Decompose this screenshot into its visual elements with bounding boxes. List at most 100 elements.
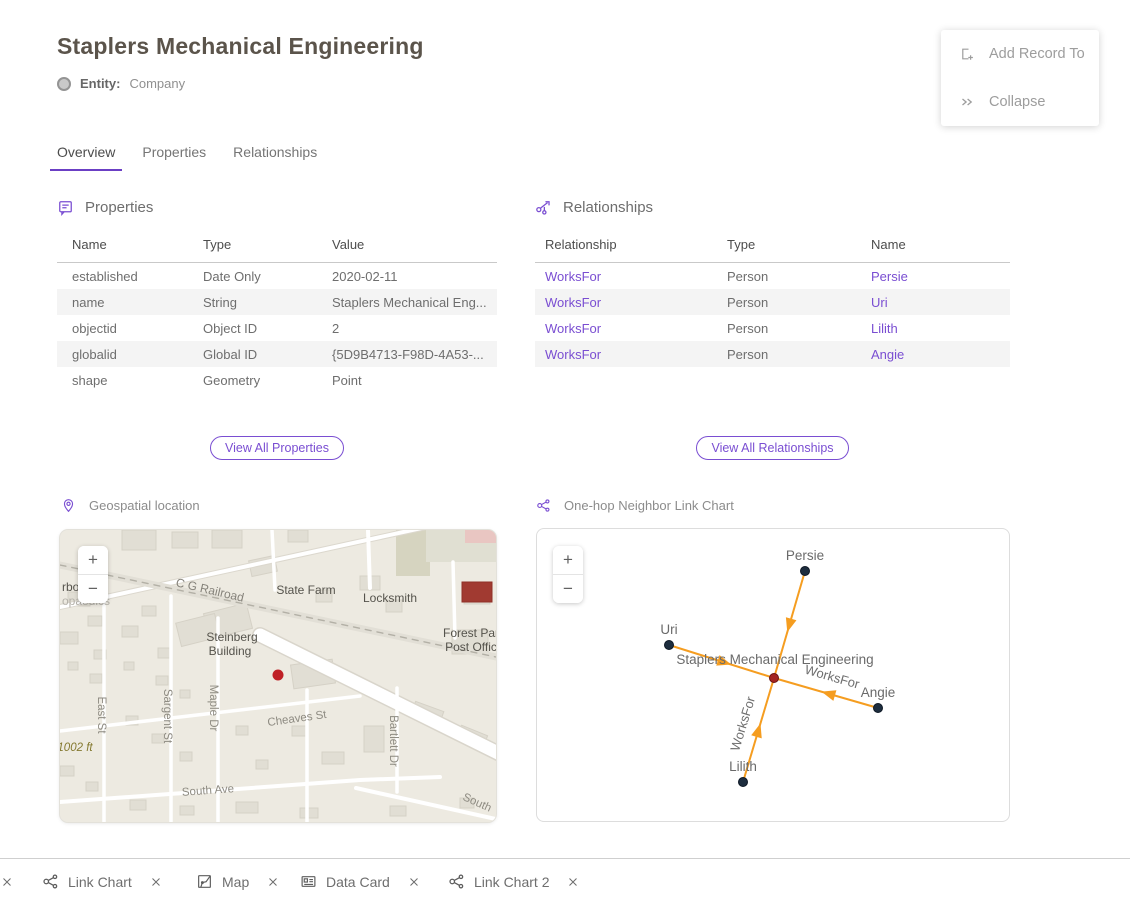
close-icon[interactable] — [149, 875, 163, 889]
record-link[interactable]: Lilith — [871, 321, 898, 336]
relationships-table: RelationshipTypeNameWorksForPersonPersie… — [535, 231, 1010, 367]
table-row: shapeGeometryPoint — [57, 367, 497, 393]
close-icon[interactable] — [0, 875, 14, 889]
map-zoom-in-button[interactable]: + — [78, 546, 108, 574]
map-view[interactable]: rbouropaedicsC G RailroadState FarmLocks… — [60, 530, 496, 822]
bottom-tab-label: Data Card — [326, 874, 390, 890]
close-icon[interactable] — [566, 875, 580, 889]
menu-item-add-record-to[interactable]: Add Record To — [941, 30, 1099, 78]
view-all-relationships-button[interactable]: View All Relationships — [696, 436, 848, 460]
location-marker — [273, 670, 284, 681]
table-cell: Person — [727, 315, 871, 341]
menu-item-label: Add Record To — [989, 46, 1085, 62]
geospatial-location-title: Geospatial location — [89, 498, 200, 513]
properties-section: Properties NameTypeValueestablishedDate … — [57, 199, 497, 393]
entity-node[interactable] — [739, 778, 748, 787]
edge-arrow-icon — [751, 722, 766, 739]
bottom-tab-label: Map — [222, 874, 249, 890]
node-label: Angie — [861, 685, 896, 700]
entity-node[interactable] — [801, 567, 810, 576]
link-chart-icon — [536, 498, 551, 513]
chart-zoom-control: + − — [553, 546, 583, 603]
menu-item-collapse[interactable]: Collapse — [941, 78, 1099, 126]
table-row: objectidObject ID2 — [57, 315, 497, 341]
map-zoom-control: + − — [78, 546, 108, 603]
column-header: Type — [203, 231, 332, 263]
bottom-tab-link-chart-2[interactable]: Link Chart 2 — [448, 859, 580, 904]
properties-icon — [57, 199, 74, 216]
map-zoom-out-button[interactable]: − — [78, 575, 108, 603]
close-icon[interactable] — [407, 875, 421, 889]
data-card-page: Staplers Mechanical Engineering Entity: … — [0, 0, 1130, 903]
bottom-tab-data-card[interactable]: Data Card — [300, 859, 421, 904]
bottom-tab-label: Link Chart 2 — [474, 874, 549, 890]
record-link[interactable]: Persie — [871, 269, 908, 284]
tab-overview[interactable]: Overview — [50, 144, 122, 171]
link-chart-view[interactable]: WorksForWorksForPersieUriAngieLilithStap… — [536, 528, 1010, 822]
record-link[interactable]: Uri — [871, 295, 888, 310]
table-cell: Geometry — [203, 367, 332, 393]
collapse-icon — [959, 94, 975, 110]
relationships-section: Relationships RelationshipTypeName WorksF… — [535, 199, 1010, 367]
link-chart-icon — [448, 873, 465, 890]
record-link[interactable]: WorksFor — [545, 321, 601, 336]
table-cell: globalid — [57, 341, 203, 367]
page-title: Staplers Mechanical Engineering — [57, 33, 424, 60]
table-row: WorksFor PersonUri — [535, 289, 1010, 315]
table-header-row: RelationshipTypeName — [535, 231, 1010, 263]
record-link[interactable]: WorksFor — [545, 347, 601, 362]
link-chart-icon — [42, 873, 59, 890]
table-row: WorksFor PersonAngie — [535, 341, 1010, 367]
column-header: Name — [871, 231, 1010, 263]
table-cell: {5D9B4713-F98D-4A53-... — [332, 341, 497, 367]
column-header: Value — [332, 231, 497, 263]
bottom-tab-map[interactable]: Map — [196, 859, 280, 904]
table-cell: Person — [727, 289, 871, 315]
bottom-tab-label: Link Chart — [68, 874, 132, 890]
table-cell: Object ID — [203, 315, 332, 341]
table-cell: String — [203, 289, 332, 315]
table-cell: Person — [727, 341, 871, 367]
chart-zoom-in-button[interactable]: + — [553, 546, 583, 574]
column-header: Relationship — [535, 231, 727, 263]
close-icon[interactable] — [266, 875, 280, 889]
tab-relationships[interactable]: Relationships — [226, 144, 324, 171]
view-all-properties-button[interactable]: View All Properties — [210, 436, 344, 460]
properties-section-title: Properties — [85, 199, 153, 216]
table-cell: Person — [727, 263, 871, 290]
relationships-section-title: Relationships — [563, 199, 653, 216]
context-menu: Add Record To Collapse — [941, 30, 1099, 126]
entity-node[interactable] — [874, 704, 883, 713]
table-cell: shape — [57, 367, 203, 393]
bottom-tab-link-chart[interactable]: Link Chart — [42, 859, 163, 904]
node-label: Lilith — [729, 759, 757, 774]
entity-label: Entity: — [80, 76, 120, 91]
record-link[interactable]: WorksFor — [545, 295, 601, 310]
link-chart-title: One-hop Neighbor Link Chart — [564, 498, 734, 513]
table-row: globalidGlobal ID{5D9B4713-F98D-4A53-... — [57, 341, 497, 367]
bottom-tab-bar: Link Chart Map Data Card Link Chart 2 — [0, 858, 1130, 903]
chart-zoom-out-button[interactable]: − — [553, 575, 583, 603]
basemap — [60, 530, 496, 822]
add-record-icon — [959, 46, 975, 62]
table-cell: 2 — [332, 315, 497, 341]
tab-properties[interactable]: Properties — [135, 144, 213, 171]
edge-arrow-icon — [782, 617, 796, 634]
entity-node[interactable] — [665, 641, 674, 650]
record-link[interactable]: WorksFor — [545, 269, 601, 284]
center-entity-node[interactable] — [770, 674, 779, 683]
table-cell: Global ID — [203, 341, 332, 367]
node-label: Uri — [660, 622, 677, 637]
link-chart-canvas: WorksForWorksForPersieUriAngieLilithStap… — [537, 529, 1010, 822]
tab-bar: Overview Properties Relationships — [50, 144, 337, 171]
table-cell: established — [57, 263, 203, 290]
table-row: nameStringStaplers Mechanical Eng... — [57, 289, 497, 315]
table-row: WorksFor PersonLilith — [535, 315, 1010, 341]
table-cell: Point — [332, 367, 497, 393]
record-link[interactable]: Angie — [871, 347, 904, 362]
location-pin-icon — [61, 498, 76, 513]
partial-tab[interactable] — [0, 859, 14, 904]
entity-type-icon — [57, 77, 71, 91]
table-header-row: NameTypeValue — [57, 231, 497, 263]
highlight-building — [462, 582, 492, 602]
